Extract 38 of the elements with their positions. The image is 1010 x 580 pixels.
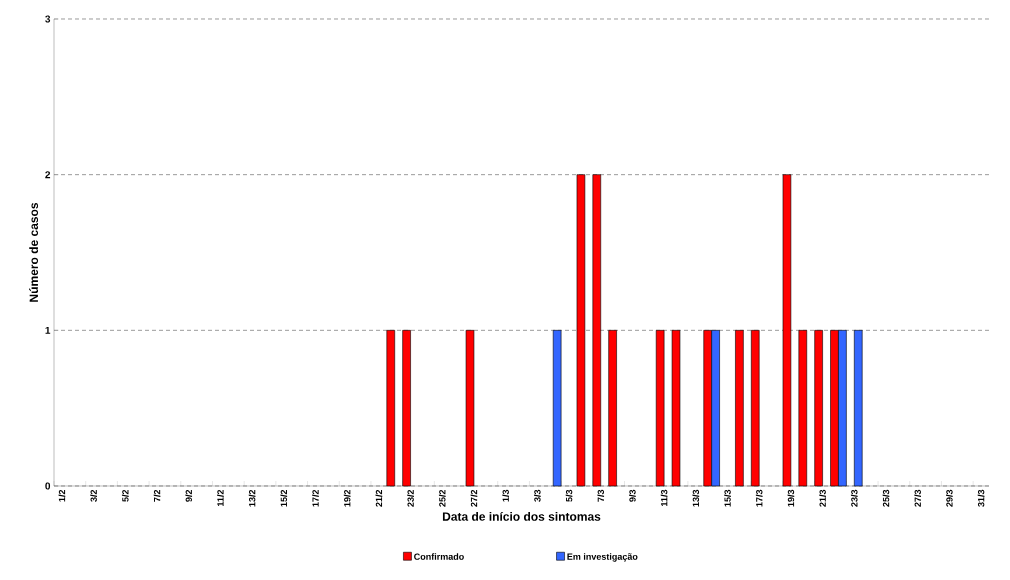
x-tick-label: 15/2 [280,489,288,507]
x-tick-label: 19/3 [787,489,795,507]
x-tick-label: 5/2 [121,489,129,502]
x-tick-label: 11/3 [660,489,668,506]
y-tick-label: 2 [45,171,51,179]
x-tick-label: 17/3 [755,489,763,507]
legend-label: Em investigação [567,553,638,562]
y-axis-title: Número de casos [29,202,39,302]
x-tick-label: 1/3 [502,489,509,502]
x-tick-label: 13/3 [692,489,700,507]
x-tick-label: 25/3 [882,489,890,507]
x-tick-label: 19/2 [343,489,351,507]
x-tick-label: 7/2 [153,489,161,502]
x-tick-label: 9/3 [629,489,636,502]
x-tick-label: 23/3 [850,489,858,507]
x-tick-label: 29/3 [946,489,953,507]
x-tick-label: 23/2 [407,489,414,507]
x-tick-label: 31/3 [977,489,985,507]
x-tick-label: 21/2 [375,489,383,507]
y-tick-label: 0 [45,482,51,490]
x-tick-label: 17/2 [312,489,319,507]
y-tick-label: 3 [45,15,51,23]
x-tick-label: 1/2 [58,489,66,502]
x-tick-label: 7/3 [597,489,605,502]
x-tick-label: 25/2 [438,489,446,507]
legend-label: Confirmado [414,553,464,560]
x-tick-label: 3/3 [533,489,541,502]
x-tick-label: 15/3 [724,489,731,507]
y-tick-label: 1 [45,326,51,334]
x-tick-label: 5/3 [565,489,573,502]
x-tick-label: 27/3 [914,489,922,507]
x-tick-label: 27/2 [470,489,478,507]
x-tick-label: 9/2 [185,489,193,502]
x-tick-label: 13/2 [248,489,256,507]
x-tick-label: 3/2 [90,489,97,502]
x-tick-label: 11/2 [217,489,224,506]
x-tick-label: 21/3 [819,489,826,507]
x-axis-title: Data de início dos sintomas [442,511,601,521]
